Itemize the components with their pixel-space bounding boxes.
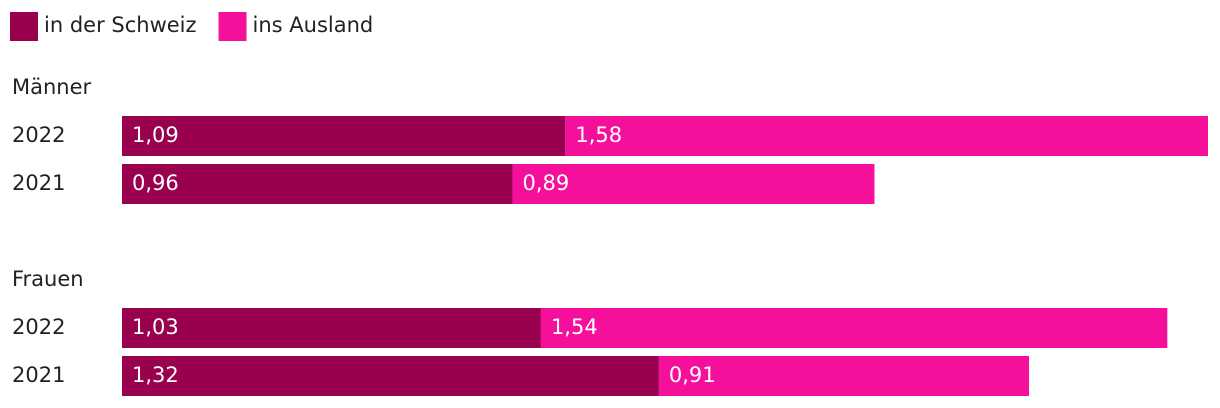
legend-label: in der Schweiz: [44, 13, 197, 37]
value-label: 0,91: [669, 363, 716, 387]
group-label: Frauen: [12, 267, 84, 291]
value-label: 1,03: [132, 315, 179, 339]
bar-segment: [122, 164, 513, 204]
value-label: 1,58: [575, 123, 622, 147]
category-label: 2022: [12, 123, 65, 147]
value-label: 1,32: [132, 363, 179, 387]
bar-segment: [122, 116, 566, 156]
legend-label: ins Ausland: [253, 13, 374, 37]
legend-swatch: [10, 12, 38, 41]
value-label: 1,09: [132, 123, 179, 147]
value-label: 0,89: [522, 171, 569, 195]
group-label: Männer: [12, 75, 92, 99]
bar-segment: [565, 116, 1208, 156]
bar-segment: [122, 356, 659, 396]
category-label: 2021: [12, 363, 65, 387]
bar-segment: [122, 308, 541, 348]
bar-segment: [540, 308, 1168, 348]
bar-segment: [658, 356, 1030, 396]
bar-segment: [512, 164, 875, 204]
value-label: 0,96: [132, 171, 179, 195]
value-label: 1,54: [551, 315, 598, 339]
category-label: 2022: [12, 315, 65, 339]
category-label: 2021: [12, 171, 65, 195]
legend-swatch: [218, 12, 247, 41]
